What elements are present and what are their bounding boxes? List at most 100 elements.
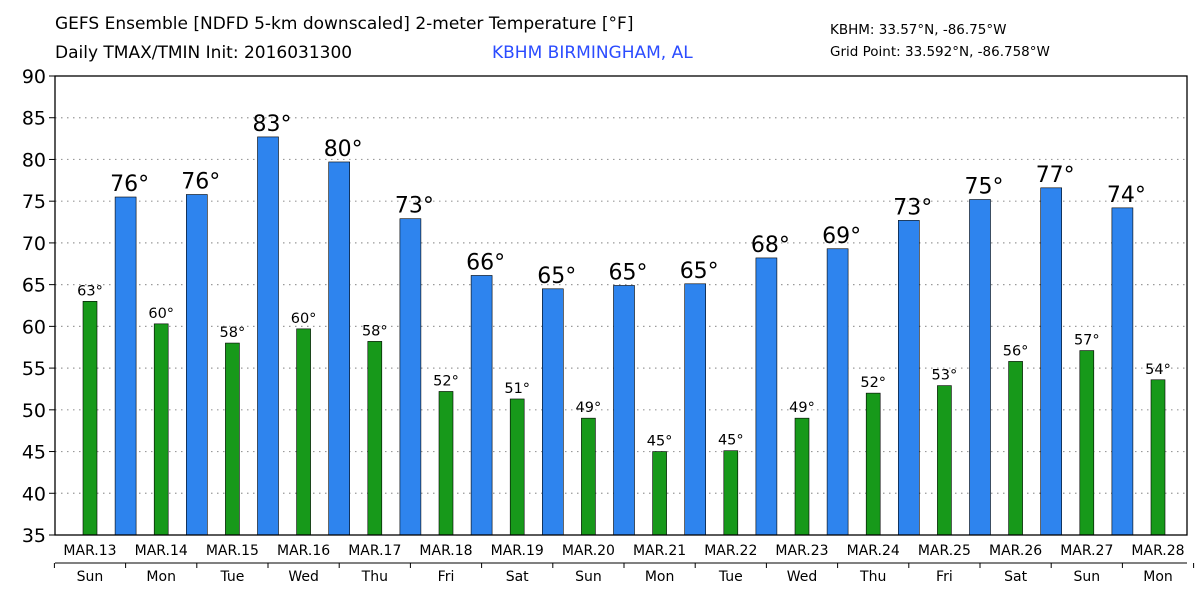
x-date-label: MAR.26 (989, 543, 1042, 559)
tmax-bar (684, 283, 707, 536)
tmax-value-label: 65° (609, 260, 648, 285)
x-weekday-label: Sun (1073, 569, 1100, 585)
tmax-value-label: 83° (253, 112, 292, 137)
tmax-bar (114, 196, 137, 536)
tmin-value-label: 45° (718, 433, 744, 449)
tmin-bar (1150, 379, 1166, 536)
plot-frame (54, 75, 1188, 536)
tmin-value-label: 52° (860, 375, 886, 391)
y-tick-label: 85 (22, 108, 46, 130)
location-label: KBHM BIRMINGHAM, AL (492, 43, 693, 63)
x-weekday-label: Wed (288, 569, 319, 585)
tmax-bar (897, 220, 920, 536)
tmin-bar (581, 417, 596, 536)
tmax-bar (257, 136, 279, 536)
x-weekday-label: Sat (506, 569, 529, 585)
tmax-value-label: 65° (680, 259, 719, 284)
tmax-value-label: 65° (537, 264, 576, 289)
tmin-bar (153, 323, 169, 536)
x-weekday-label: Sat (1004, 569, 1027, 585)
tmax-value-label: 76° (110, 172, 149, 197)
tmax-bar (755, 257, 778, 536)
tmin-bar (937, 385, 952, 536)
tmax-bar (399, 218, 422, 536)
y-tick-label: 75 (22, 191, 46, 213)
x-weekday-label: Mon (146, 569, 176, 585)
tmin-bar (1008, 361, 1023, 536)
tmax-bar (1040, 187, 1062, 536)
station-coords: KBHM: 33.57°N, -86.75°W (830, 22, 1007, 38)
x-weekday-label: Sun (575, 569, 602, 585)
x-weekday-label: Thu (859, 569, 886, 585)
y-tick-label: 70 (22, 233, 46, 255)
tmax-value-label: 80° (324, 137, 363, 162)
tmin-bar (509, 398, 525, 536)
chart-subtitle: Daily TMAX/TMIN Init: 2016031300 (55, 43, 353, 63)
tmin-value-label: 58° (220, 325, 246, 341)
tmax-bar (613, 285, 635, 536)
x-weekday-label: Fri (936, 569, 953, 585)
x-weekday-label: Thu (361, 569, 388, 585)
x-date-label: MAR.21 (633, 543, 686, 559)
tmax-value-label: 73° (395, 194, 434, 219)
tmax-value-label: 69° (822, 224, 861, 249)
tmin-value-label: 51° (504, 381, 530, 397)
tmax-value-label: 74° (1107, 183, 1146, 208)
chart-title: GEFS Ensemble [NDFD 5-km downscaled] 2-m… (55, 14, 634, 34)
tmin-value-label: 60° (148, 306, 174, 322)
tmax-bar (969, 199, 991, 536)
tmax-bar (826, 248, 849, 536)
x-date-label: MAR.17 (348, 543, 401, 559)
y-tick-label: 35 (22, 525, 46, 547)
tmin-value-label: 49° (789, 400, 815, 416)
tmin-bar (865, 392, 881, 536)
tmax-bar (1111, 207, 1134, 536)
x-date-label: MAR.20 (562, 543, 615, 559)
tmin-bar (367, 341, 383, 536)
x-date-label: MAR.19 (491, 543, 544, 559)
grid-point-coords: Grid Point: 33.592°N, -86.758°W (830, 44, 1050, 60)
x-weekday-label: Mon (1143, 569, 1173, 585)
tmin-bar (82, 301, 98, 536)
y-tick-label: 65 (22, 275, 46, 297)
tmax-value-label: 66° (466, 250, 505, 275)
x-weekday-label: Fri (438, 569, 455, 585)
x-date-label: MAR.18 (419, 543, 472, 559)
tmin-value-label: 63° (77, 283, 103, 299)
y-tick-label: 80 (22, 149, 46, 171)
tmin-value-label: 45° (647, 434, 673, 450)
tmax-bar (186, 194, 208, 536)
y-tick-label: 50 (22, 400, 46, 422)
tmin-bar (296, 328, 311, 536)
x-date-label: MAR.22 (704, 543, 757, 559)
tmax-bar (328, 161, 351, 536)
tmin-value-label: 58° (362, 323, 388, 339)
x-date-label: MAR.13 (63, 543, 116, 559)
tmax-bar (541, 288, 564, 536)
x-date-label: MAR.24 (847, 543, 900, 559)
x-weekday-label: Mon (645, 569, 675, 585)
x-date-label: MAR.27 (1060, 543, 1113, 559)
tmin-value-label: 60° (291, 311, 317, 327)
x-weekday-label: Sun (77, 569, 104, 585)
tmin-bar (794, 417, 810, 536)
tmin-value-label: 52° (433, 373, 459, 389)
tmax-value-label: 73° (893, 195, 932, 220)
y-tick-label: 90 (22, 66, 46, 88)
tmin-bar (438, 391, 454, 536)
tmin-value-label: 54° (1145, 362, 1171, 378)
tmin-value-label: 57° (1074, 333, 1100, 349)
x-weekday-label: Tue (718, 569, 743, 585)
tmin-value-label: 53° (932, 368, 958, 384)
tmax-bar (470, 275, 493, 536)
y-tick-label: 60 (22, 316, 46, 338)
tmax-value-label: 68° (751, 233, 790, 258)
tmin-value-label: 56° (1003, 343, 1029, 359)
x-date-label: MAR.25 (918, 543, 971, 559)
tmin-bar (1079, 350, 1095, 536)
tmax-value-label: 76° (181, 170, 220, 195)
tmin-value-label: 49° (576, 400, 602, 416)
x-date-label: MAR.16 (277, 543, 330, 559)
tmax-value-label: 77° (1036, 163, 1075, 188)
